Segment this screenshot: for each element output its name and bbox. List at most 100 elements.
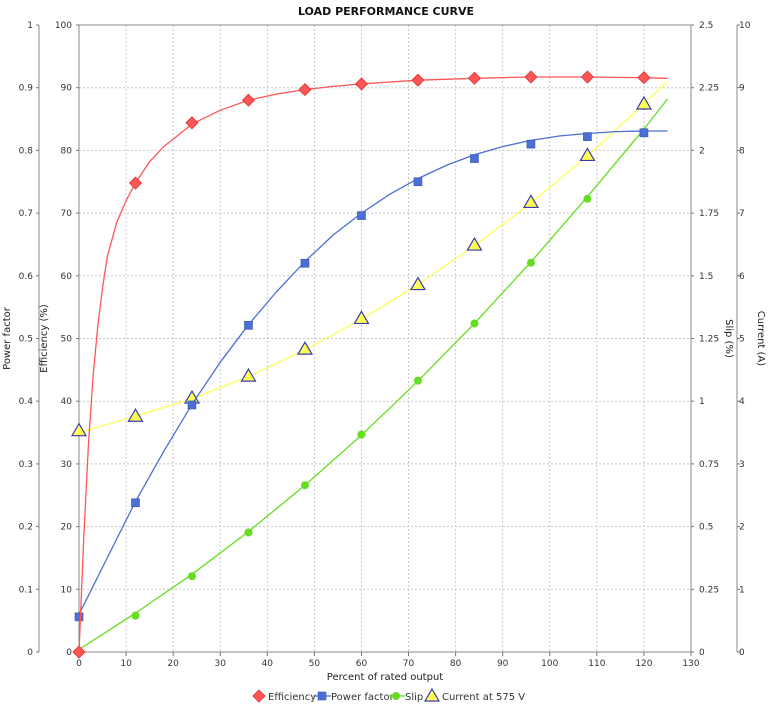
cur-tick-label: 5 <box>739 335 745 345</box>
x-tick-label: 0 <box>76 659 82 669</box>
data-point-current-at-575-v <box>70 422 88 437</box>
eff-tick-label: 10 <box>61 585 73 595</box>
eff-tick-label: 30 <box>61 460 73 470</box>
cur-tick-label: 2 <box>739 523 745 533</box>
data-point-efficiency <box>467 71 482 85</box>
data-point-slip <box>187 572 196 581</box>
legend-item-slip: Slip <box>387 692 423 703</box>
series-efficiency <box>72 70 668 659</box>
pf-tick-label: 0.6 <box>19 272 34 282</box>
cur-axis-title: Current (A) <box>755 311 766 366</box>
series-line-slip <box>78 98 669 651</box>
legend-marker <box>423 687 441 702</box>
data-point-power-factor <box>413 177 423 187</box>
data-point-efficiency <box>128 176 143 190</box>
data-point-current-at-575-v <box>466 236 483 251</box>
x-tick-label: 100 <box>541 659 558 669</box>
eff-tick-label: 0 <box>66 648 72 658</box>
legend-label: Slip <box>405 692 423 703</box>
legend-label: Current at 575 V <box>442 692 525 703</box>
legend-item-efficiency: Efficiency <box>252 689 316 703</box>
series-line-efficiency <box>78 76 668 653</box>
eff-tick-label: 100 <box>55 21 72 31</box>
data-point-power-factor <box>583 132 592 141</box>
eff-tick-label: 20 <box>61 523 73 533</box>
grid <box>78 24 692 653</box>
data-point-efficiency <box>72 645 86 659</box>
series-line-power-factor <box>78 130 668 615</box>
eff-tick-label: 50 <box>61 335 73 345</box>
pf-tick-label: 0.8 <box>19 146 34 156</box>
data-point-slip <box>300 481 309 490</box>
slip-tick-label: 1.75 <box>699 209 719 219</box>
slip-tick-label: 0.75 <box>699 460 719 470</box>
cur-tick-label: 9 <box>739 84 745 94</box>
data-point-current-at-575-v <box>409 276 426 291</box>
data-point-efficiency <box>580 70 594 84</box>
series-current-at-575-v <box>70 80 668 437</box>
eff-tick-label: 60 <box>61 272 73 282</box>
pf-tick-label: 0.5 <box>19 335 33 345</box>
data-point-slip <box>357 430 366 439</box>
slip-tick-label: 2.25 <box>699 84 719 94</box>
cur-tick-label: 1 <box>739 585 745 595</box>
series-line-current-at-575-v <box>78 80 668 434</box>
x-tick-label: 80 <box>450 659 462 669</box>
slip-tick-label: 1.5 <box>699 272 713 282</box>
x-tick-label: 70 <box>403 659 415 669</box>
data-point-slip <box>244 528 253 537</box>
data-point-slip <box>131 611 140 620</box>
data-point-power-factor <box>244 321 253 330</box>
pf-axis-title: Power factor <box>2 306 13 370</box>
data-point-efficiency <box>354 77 369 91</box>
data-point-current-at-575-v <box>353 310 370 325</box>
legend-label: Efficiency <box>268 692 316 703</box>
data-point-efficiency <box>185 116 199 130</box>
cur-tick-label: 10 <box>739 21 751 31</box>
slip-tick-label: 1 <box>699 397 705 407</box>
eff-tick-label: 80 <box>61 146 73 156</box>
x-tick-label: 40 <box>262 659 274 669</box>
data-point-power-factor <box>187 400 197 410</box>
legend-marker <box>392 692 400 700</box>
data-point-slip <box>413 376 422 385</box>
data-point-current-at-575-v <box>240 367 257 382</box>
data-point-power-factor <box>470 154 479 163</box>
slip-axis-title: Slip (%) <box>723 319 734 358</box>
cur-tick-label: 0 <box>739 648 745 658</box>
x-tick-label: 50 <box>309 659 321 669</box>
data-point-efficiency <box>637 71 651 85</box>
data-point-power-factor <box>300 258 310 268</box>
data-point-current-at-575-v <box>296 340 314 355</box>
series-slip <box>75 98 669 656</box>
pf-tick-label: 0.9 <box>19 84 34 94</box>
data-point-efficiency <box>241 93 256 107</box>
series-power-factor <box>74 128 668 622</box>
legend: Efficiency Power factor Slip Current at 575… <box>252 687 525 703</box>
legend-marker <box>317 691 327 701</box>
series-group <box>70 70 669 659</box>
cur-tick-label: 8 <box>739 146 745 156</box>
legend-item-current-at-575-v: Current at 575 V <box>423 687 525 703</box>
slip-tick-label: 0.5 <box>699 523 713 533</box>
chart-title: LOAD PERFORMANCE CURVE <box>298 5 474 18</box>
x-tick-label: 90 <box>497 659 509 669</box>
legend-marker <box>252 689 266 703</box>
data-point-efficiency <box>298 83 312 97</box>
axes: 0 10 20 30 40 50 60 70 80 90 100 110 120 13000.10.20.… <box>2 21 766 669</box>
data-point-slip <box>526 258 535 267</box>
data-point-current-at-575-v <box>635 95 652 110</box>
x-tick-label: 20 <box>167 659 179 669</box>
x-tick-label: 120 <box>635 659 652 669</box>
cur-tick-label: 4 <box>739 397 745 407</box>
cur-tick-label: 7 <box>739 209 745 219</box>
slip-tick-label: 2.5 <box>699 21 713 31</box>
slip-tick-label: 0.25 <box>699 585 719 595</box>
legend-label: Power factor <box>331 692 395 703</box>
pf-tick-label: 0 <box>27 648 33 658</box>
pf-tick-label: 0.7 <box>19 209 33 219</box>
x-tick-label: 60 <box>356 659 368 669</box>
data-point-slip <box>470 319 479 328</box>
cur-tick-label: 3 <box>739 460 745 470</box>
